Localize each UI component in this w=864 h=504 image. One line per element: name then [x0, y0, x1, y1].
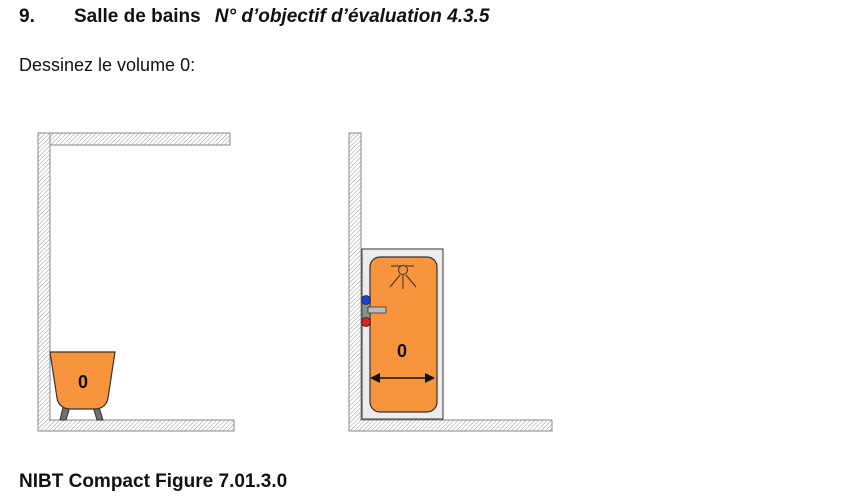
right-bathtub: 0 — [361, 248, 444, 420]
exercise-objective: N° d’objectif d’évaluation 4.3.5 — [214, 6, 490, 27]
left-room-walls — [37, 132, 235, 432]
exercise-number: 9. — [19, 6, 35, 27]
left-tub: 0 — [49, 351, 116, 421]
mixer-tap-icon — [361, 295, 387, 327]
cold-tap-icon — [361, 295, 371, 305]
left-wall-floor — [37, 419, 235, 432]
hot-tap-icon — [361, 317, 371, 327]
left-wall-ceiling — [37, 132, 231, 146]
tub-basin — [49, 351, 116, 410]
shower-head-icon — [389, 265, 417, 289]
exercise-heading: 9. Salle de bains N° d’objectif d’évaluati… — [19, 6, 489, 28]
right-wall-floor — [348, 419, 553, 432]
right-room-walls — [348, 132, 553, 432]
right-wall-side — [348, 132, 362, 432]
width-arrow-icon — [370, 373, 435, 383]
right-volume-label: 0 — [397, 341, 407, 361]
exercise-title: Salle de bains — [74, 6, 201, 27]
bathtub-basin — [369, 256, 438, 413]
left-volume-label: 0 — [78, 372, 88, 392]
figure-caption: NIBT Compact Figure 7.01.3.0 — [19, 471, 288, 492]
instruction-text: Dessinez le volume 0: — [19, 55, 196, 75]
